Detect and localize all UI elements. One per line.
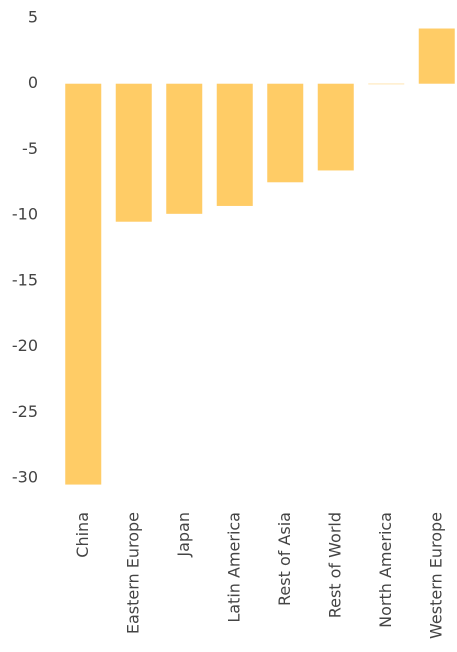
bar [368,83,405,85]
y-tick-label: -5 [22,139,38,158]
y-tick-label: -15 [12,270,38,289]
y-tick-label: 0 [28,73,38,92]
bar [216,83,253,206]
x-tick-label: Japan [174,512,193,558]
x-tick-label: Rest of Asia [275,512,294,606]
y-tick-label: -10 [12,205,38,224]
bar [317,83,354,171]
bar [418,28,455,84]
bar [267,83,304,183]
bar [166,83,203,214]
y-tick-label: 5 [28,8,38,27]
x-tick-label: Eastern Europe [123,512,142,634]
x-tick-label: Rest of World [325,512,344,618]
y-tick-label: -30 [12,468,38,487]
bar [115,83,152,222]
x-tick-label: Western Europe [426,512,445,639]
x-tick-label: China [73,512,92,558]
x-tick-label: Latin America [224,512,243,623]
x-tick-label: North America [376,512,395,628]
y-tick-label: -20 [12,336,38,355]
y-tick-label: -25 [12,402,38,421]
bar [65,83,102,485]
